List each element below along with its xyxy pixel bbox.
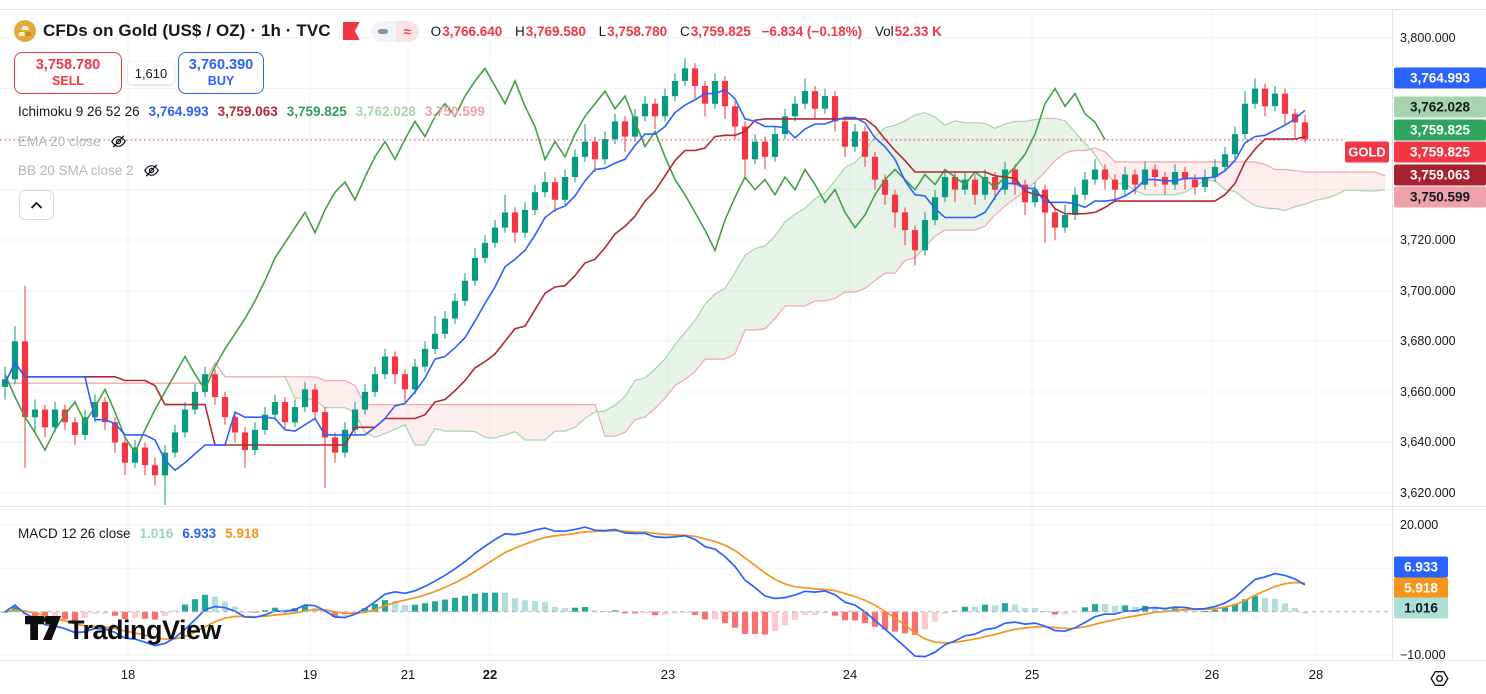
- gold-symbol-logo-icon: [14, 20, 36, 42]
- market-status-pill[interactable]: ≈: [370, 20, 419, 42]
- flag-icon[interactable]: [342, 22, 360, 40]
- time-label: 19: [302, 667, 318, 682]
- low-label: L: [598, 23, 607, 39]
- approx-icon: ≈: [395, 20, 419, 42]
- close-value: 3,759.825: [690, 23, 751, 39]
- ichimoku-legend-values: 3,764.993 3,759.063 3,759.825 3,762.028 3,75…: [140, 104, 485, 119]
- buy-price: 3,760.390: [188, 57, 254, 74]
- collapse-legend-button[interactable]: [19, 190, 54, 220]
- price-tick: 3,720.000: [1400, 233, 1456, 247]
- price-tick: 3,640.000: [1400, 435, 1456, 449]
- price-tick: 3,680.000: [1400, 334, 1456, 348]
- legend-value: 1.016: [139, 526, 174, 541]
- legend-value: 3,750.599: [424, 104, 485, 119]
- price-tick: 3,660.000: [1400, 385, 1456, 399]
- sell-button[interactable]: 3,758.780 SELL: [14, 52, 122, 94]
- macd-legend[interactable]: MACD 12 26 close 1.016 6.933 5.918: [18, 526, 259, 541]
- sell-price: 3,758.780: [35, 57, 101, 74]
- high-value: 3,769.580: [525, 23, 586, 39]
- hexagon-settings-icon: [1429, 670, 1449, 686]
- close-label: C: [679, 23, 690, 39]
- price-badge: 3,750.599: [1394, 186, 1486, 208]
- time-label: 24: [842, 667, 858, 682]
- price-tick: 3,800.000: [1400, 31, 1456, 45]
- macd-legend-title: MACD 12 26 close: [18, 526, 131, 541]
- time-label: 25: [1024, 667, 1040, 682]
- legend-value: 6.933: [182, 526, 217, 541]
- ichimoku-legend[interactable]: Ichimoku 9 26 52 26 3,764.993 3,759.063 3,…: [18, 104, 485, 119]
- scale-settings-button[interactable]: [1427, 666, 1451, 690]
- price-badge: 3,759.825: [1394, 141, 1486, 163]
- change-value: −6.834 (−0.18%): [761, 23, 863, 39]
- chevron-up-icon: [30, 201, 43, 209]
- volume-label: Vol: [874, 23, 894, 39]
- open-label: O: [430, 23, 442, 39]
- spread-value: 1,610: [128, 62, 174, 84]
- price-tick: 3,620.000: [1400, 486, 1456, 500]
- minus-icon: [370, 20, 396, 42]
- time-label: 28: [1308, 667, 1324, 682]
- buy-button[interactable]: 3,760.390 BUY: [178, 52, 264, 94]
- macd-badge: 6.933: [1394, 556, 1448, 578]
- price-badge: 3,759.063: [1394, 164, 1486, 185]
- eye-off-icon[interactable]: [143, 162, 160, 179]
- low-value: 3,758.780: [607, 23, 668, 39]
- bollinger-legend-title: BB 20 SMA close 2: [18, 163, 134, 178]
- trade-buttons: 3,758.780 SELL 1,610 3,760.390 BUY: [14, 52, 264, 94]
- legend-value: 3,762.028: [355, 104, 416, 119]
- legend-value: 3,759.825: [286, 104, 347, 119]
- macd-tick: −10.000: [1400, 648, 1446, 662]
- ema-legend[interactable]: EMA 20 close: [18, 133, 127, 150]
- price-badge: 3,759.825: [1394, 119, 1486, 140]
- time-label: 26: [1204, 667, 1220, 682]
- ema-legend-title: EMA 20 close: [18, 134, 101, 149]
- legend-value: 3,764.993: [148, 104, 209, 119]
- open-value: 3,766.640: [442, 23, 503, 39]
- chart-header: CFDs on Gold (US$ / OZ) · 1h · TVC ≈ O3,…: [0, 14, 1380, 48]
- sell-label: SELL: [52, 74, 84, 89]
- volume-value: 52.33 K: [894, 23, 942, 39]
- tradingview-logo[interactable]: TradingView: [25, 615, 222, 646]
- eye-off-icon[interactable]: [110, 133, 127, 150]
- buy-label: BUY: [207, 74, 235, 89]
- tradingview-logo-text: TradingView: [68, 615, 222, 645]
- time-label: 22: [482, 667, 498, 682]
- macd-tick: 20.000: [1400, 518, 1439, 532]
- gold-symbol-tag: GOLD: [1345, 141, 1389, 163]
- high-label: H: [515, 23, 525, 39]
- macd-badge: 1.016: [1394, 597, 1448, 618]
- time-label: 21: [400, 667, 416, 682]
- ohlc-readout: O3,766.640 H3,769.580 L3,758.780 C3,759.…: [431, 24, 942, 39]
- price-tick: 3,700.000: [1400, 284, 1456, 298]
- bollinger-legend[interactable]: BB 20 SMA close 2: [18, 162, 160, 179]
- time-label: 18: [120, 667, 136, 682]
- macd-badge: 5.918: [1394, 577, 1448, 598]
- time-label: 23: [660, 667, 676, 682]
- tradingview-logo-icon: [25, 616, 61, 640]
- legend-value: 3,759.063: [217, 104, 278, 119]
- price-badge: 3,764.993: [1394, 67, 1486, 89]
- price-badge: 3,762.028: [1394, 96, 1486, 118]
- symbol-title[interactable]: CFDs on Gold (US$ / OZ) · 1h · TVC: [43, 21, 331, 40]
- legend-value: 5.918: [225, 526, 259, 541]
- macd-legend-values: 1.016 6.933 5.918: [131, 526, 259, 541]
- ichimoku-legend-title: Ichimoku 9 26 52 26: [18, 104, 140, 119]
